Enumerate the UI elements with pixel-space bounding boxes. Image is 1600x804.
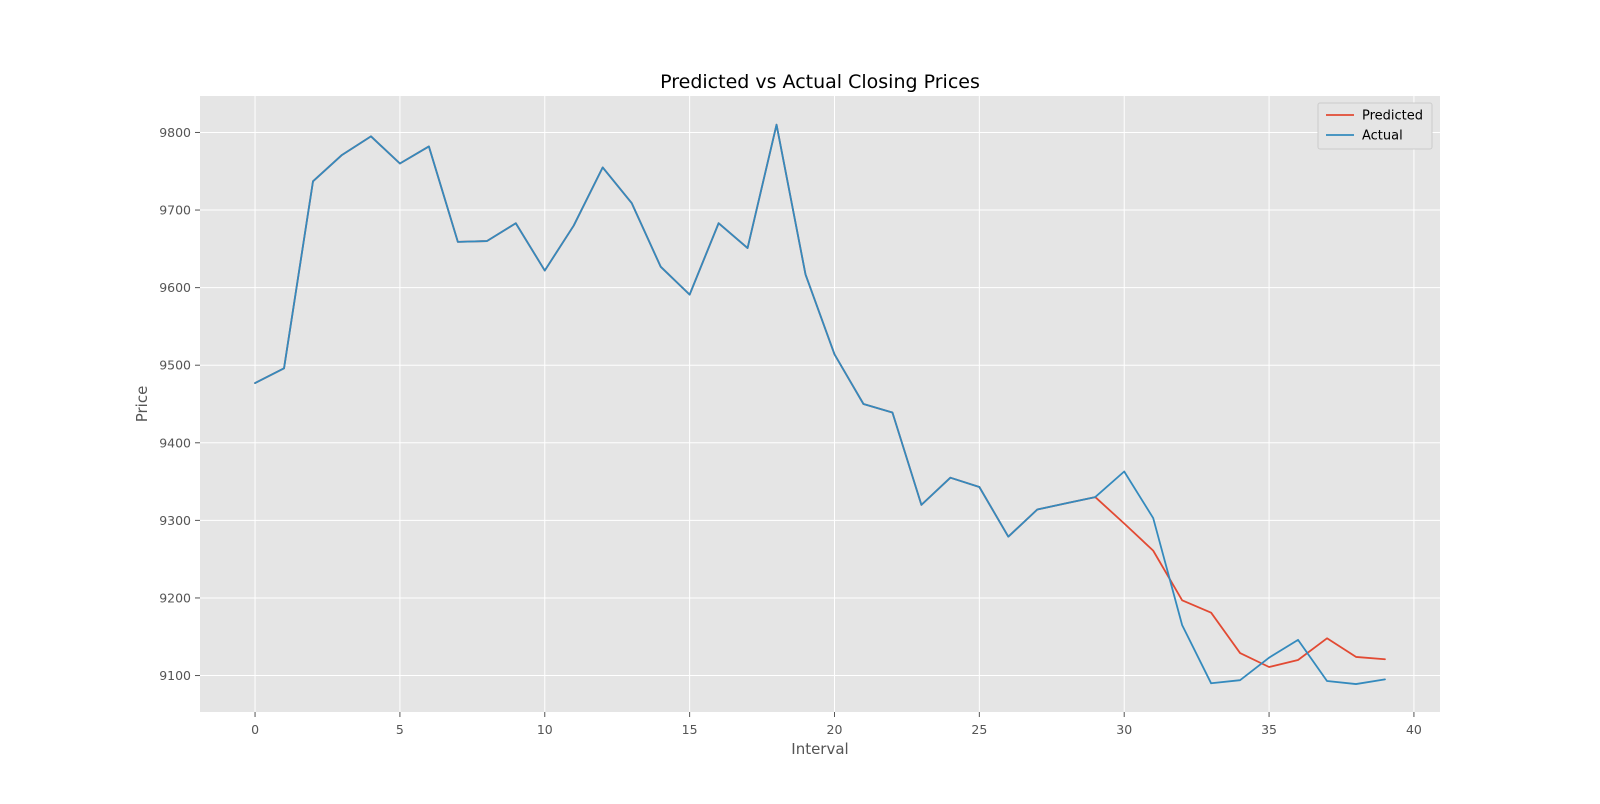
y-tick-label: 9100 [159, 668, 191, 683]
x-axis-ticks: 0 5 10 15 20 25 30 35 40 [251, 712, 1422, 737]
x-tick-label: 35 [1261, 722, 1277, 737]
y-axis-label: Price [133, 386, 151, 423]
legend-label-predicted: Predicted [1362, 109, 1423, 124]
x-tick-label: 40 [1406, 722, 1422, 737]
chart-title: Predicted vs Actual Closing Prices [660, 71, 980, 93]
x-tick-label: 20 [827, 722, 843, 737]
x-tick-label: 30 [1116, 722, 1132, 737]
y-tick-label: 9400 [159, 435, 191, 450]
legend: Predicted Actual [1317, 102, 1433, 150]
x-tick-label: 10 [537, 722, 553, 737]
y-tick-label: 9600 [159, 280, 191, 295]
legend-label-actual: Actual [1362, 129, 1403, 144]
grid-lines [200, 96, 1440, 712]
y-tick-label: 9300 [159, 513, 191, 528]
y-tick-label: 9200 [159, 590, 191, 605]
x-tick-label: 5 [396, 722, 404, 737]
y-axis-ticks: 9100 9200 9300 9400 9500 9600 9700 9800 [159, 125, 200, 683]
x-tick-label: 25 [971, 722, 987, 737]
x-axis-label: Interval [791, 740, 848, 758]
y-tick-label: 9800 [159, 125, 191, 140]
x-tick-label: 15 [682, 722, 698, 737]
y-tick-label: 9500 [159, 358, 191, 373]
series-line-actual [254, 123, 1386, 685]
plot-background [200, 96, 1440, 712]
series-lines [254, 123, 1386, 685]
y-tick-label: 9700 [159, 203, 191, 218]
x-tick-label: 0 [251, 722, 259, 737]
